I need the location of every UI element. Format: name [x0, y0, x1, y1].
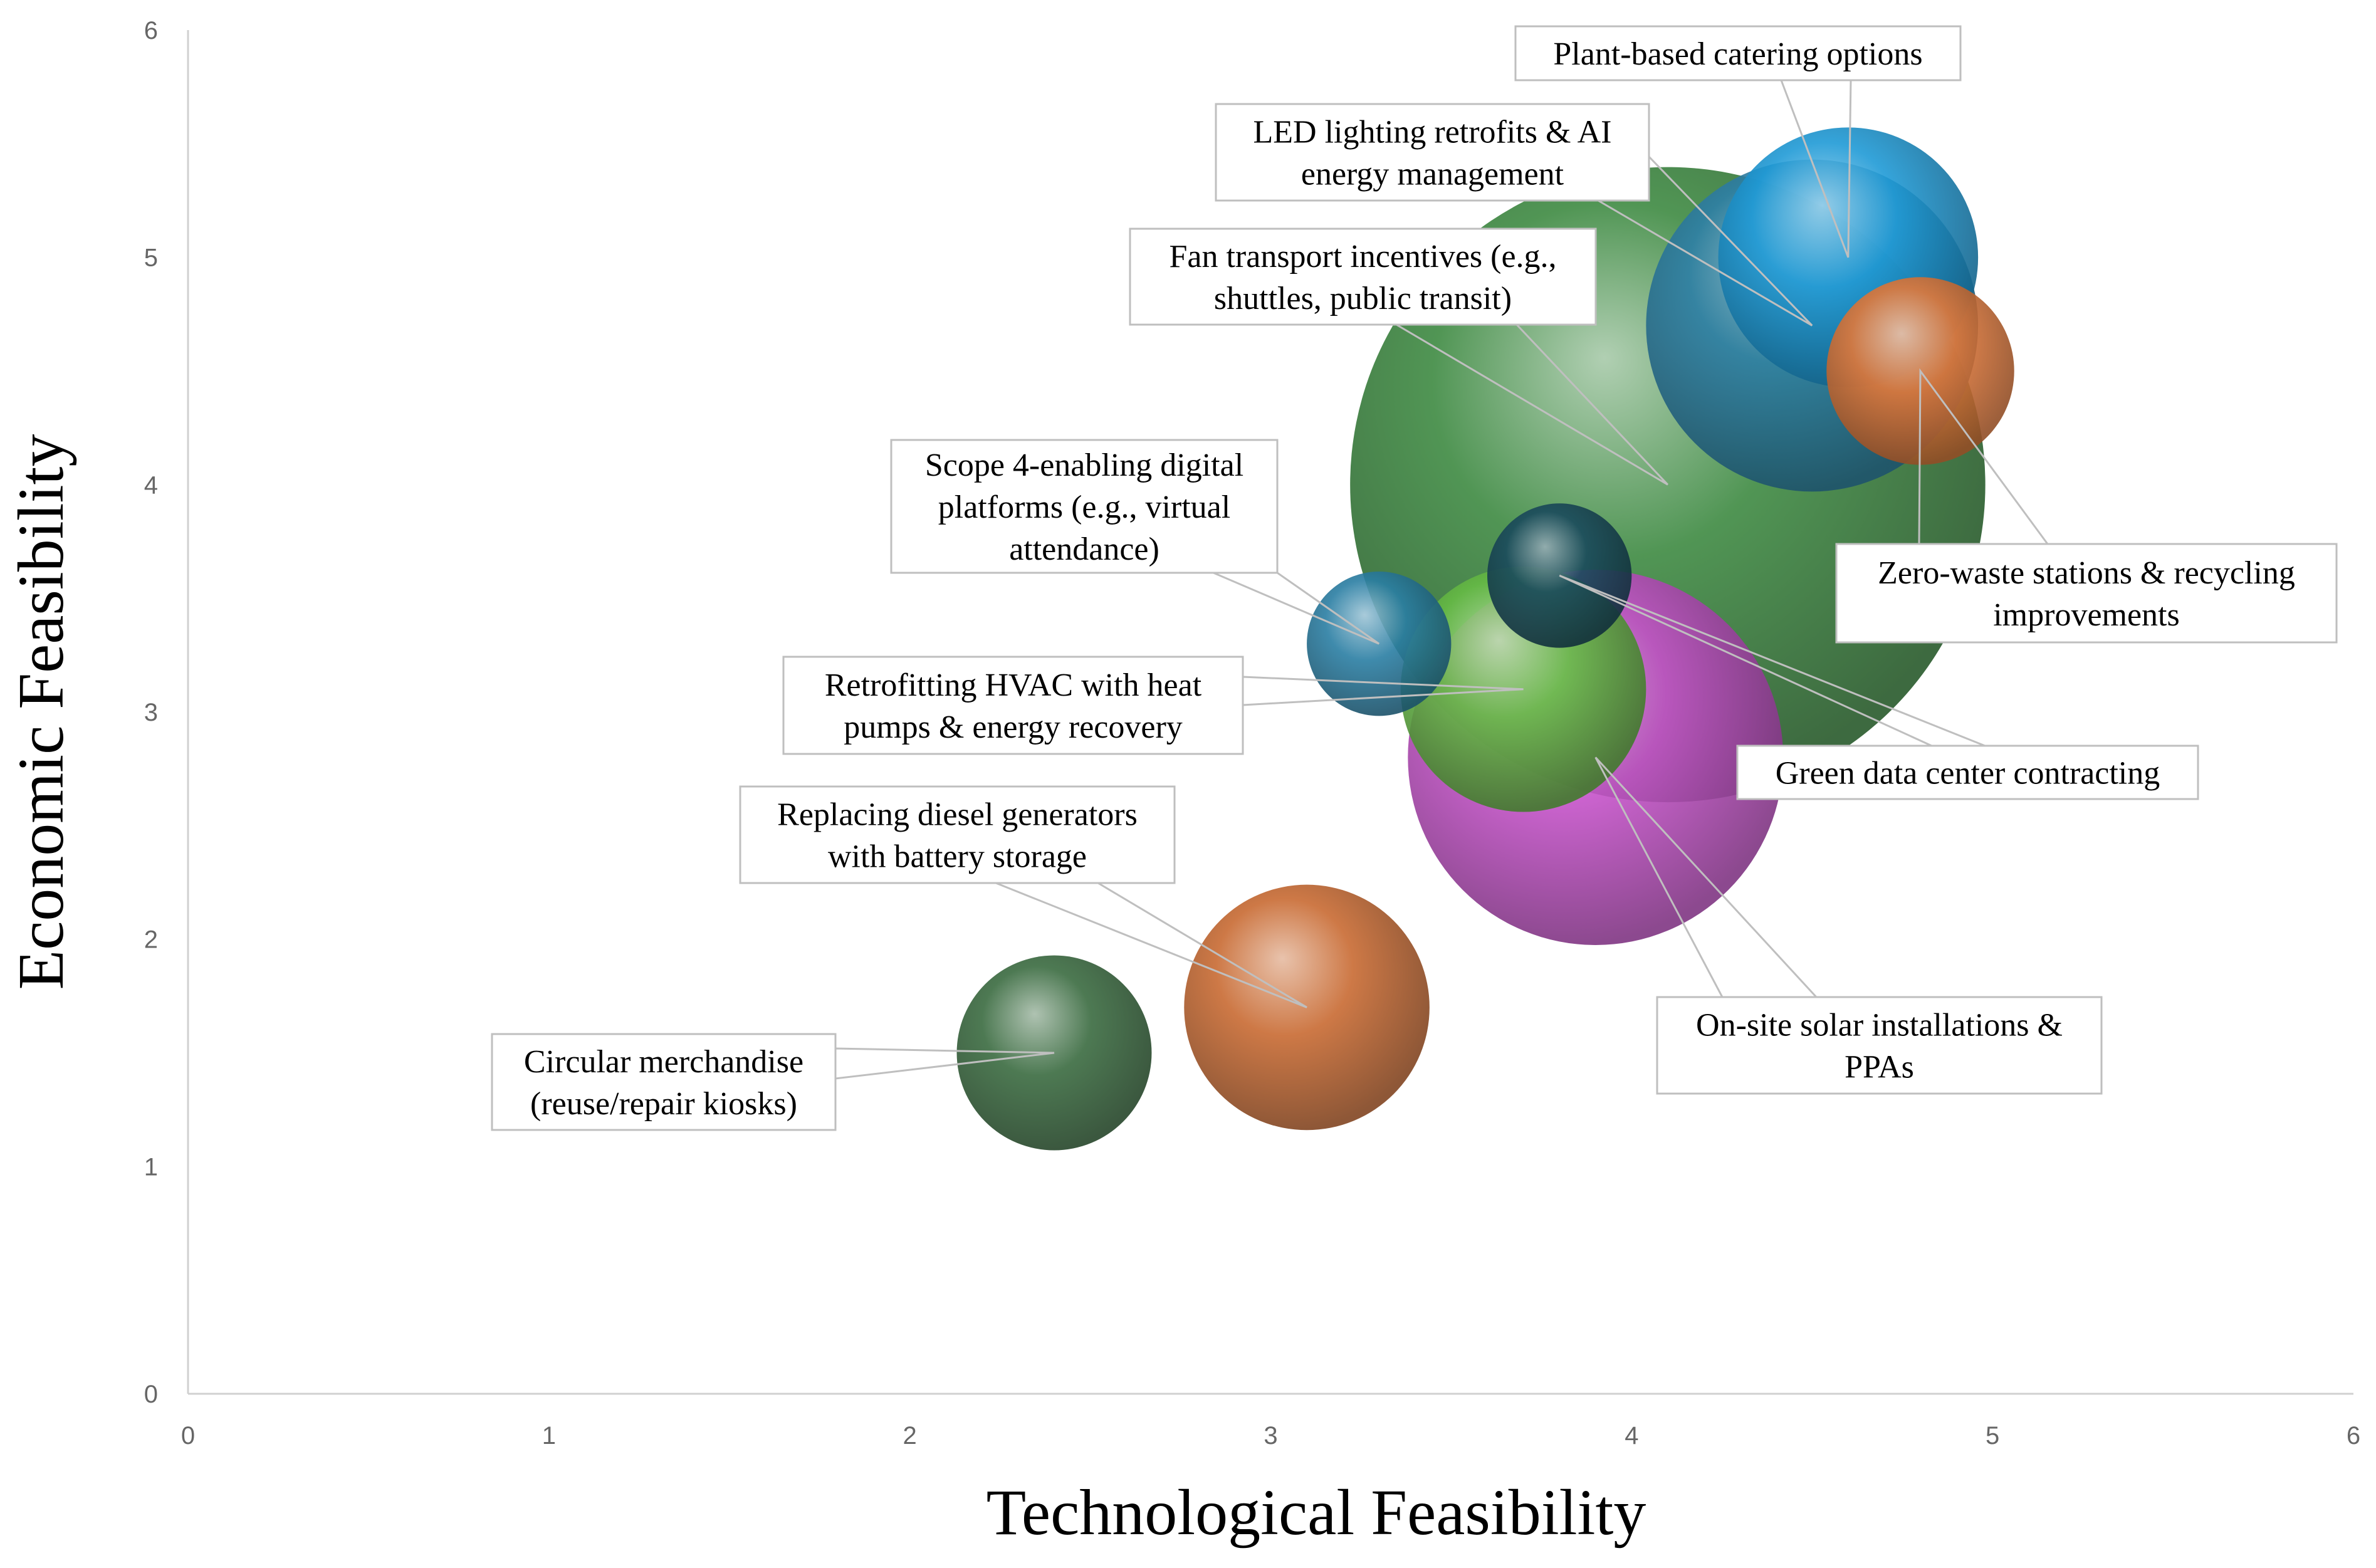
label-box [1736, 745, 2199, 800]
label-line: Scope 4-enabling digital [925, 447, 1243, 483]
bubble-label: Circular merchandise (reuse/repair kiosks… [491, 1033, 837, 1131]
bubble-label: Zero-waste stations & recycling improveme… [1835, 543, 2338, 644]
label-line: Fan transport incentives (e.g., [1169, 239, 1556, 274]
label-line: Retrofitting HVAC with heat [825, 667, 1202, 703]
bubble-label: Replacing diesel generators with battery … [739, 785, 1176, 884]
label-box [782, 656, 1244, 755]
ticks: 0 1 2 3 4 5 6 0 1 2 3 4 5 6 [144, 17, 2360, 1450]
y-tick-label: 2 [144, 926, 158, 954]
label-line: On-site solar installations & [1696, 1008, 2063, 1043]
label-line: attendance) [1009, 531, 1159, 567]
x-tick-label: 1 [542, 1422, 556, 1450]
bubble-label: Scope 4-enabling digital platforms (e.g.,… [890, 439, 1279, 574]
label-box [1514, 25, 1962, 81]
y-tick-label: 3 [144, 699, 158, 726]
label-box [890, 439, 1279, 574]
bubble-labels: Plant-based catering options LED lighting… [491, 25, 2338, 1131]
label-line: PPAs [1845, 1050, 1914, 1085]
label-line: Zero-waste stations & recycling [1878, 555, 2295, 591]
bubble-label: Green data center contracting [1736, 745, 2199, 800]
y-tick-label: 6 [144, 17, 158, 44]
label-line: Circular merchandise [524, 1044, 803, 1080]
axes [187, 30, 2353, 1395]
x-tick-label: 3 [1264, 1422, 1277, 1450]
label-box [739, 785, 1176, 884]
x-tick-label: 2 [903, 1422, 917, 1450]
x-axis-title: Technological Feasibility [987, 1477, 1646, 1549]
label-line: Plant-based catering options [1553, 36, 1922, 72]
x-tick-label: 5 [1986, 1422, 1999, 1450]
label-box [1129, 227, 1597, 326]
label-line: LED lighting retrofits & AI [1253, 115, 1612, 150]
label-box [1835, 543, 2338, 644]
y-tick-label: 5 [144, 244, 158, 272]
bubble-label: LED lighting retrofits & AI energy manage… [1215, 103, 1650, 202]
y-tick-label: 4 [144, 471, 158, 499]
label-box [1215, 103, 1650, 202]
label-line: improvements [1993, 597, 2180, 633]
bubble-label: Plant-based catering options [1514, 25, 1962, 81]
label-line: (reuse/repair kiosks) [530, 1086, 797, 1122]
label-line: Green data center contracting [1776, 756, 2160, 792]
y-tick-label: 0 [144, 1381, 158, 1408]
label-line: pumps & energy recovery [844, 709, 1183, 745]
y-tick-label: 1 [144, 1153, 158, 1181]
x-tick-label: 6 [2347, 1422, 2360, 1450]
x-tick-label: 4 [1625, 1422, 1638, 1450]
label-box [491, 1033, 837, 1131]
label-line: with battery storage [828, 839, 1087, 875]
x-tick-label: 0 [181, 1422, 195, 1450]
bubble-label: On-site solar installations & PPAs [1656, 996, 2103, 1095]
label-line: platforms (e.g., virtual [938, 489, 1230, 525]
label-box [1656, 996, 2103, 1095]
bubble-label: Fan transport incentives (e.g., shuttles,… [1129, 227, 1597, 326]
y-axis-title: Economic Feasibility [5, 434, 77, 990]
label-line: shuttles, public transit) [1214, 281, 1512, 316]
label-line: energy management [1301, 157, 1564, 192]
label-line: Replacing diesel generators [777, 797, 1138, 833]
bubble-label: Retrofitting HVAC with heat pumps & energ… [782, 656, 1244, 755]
